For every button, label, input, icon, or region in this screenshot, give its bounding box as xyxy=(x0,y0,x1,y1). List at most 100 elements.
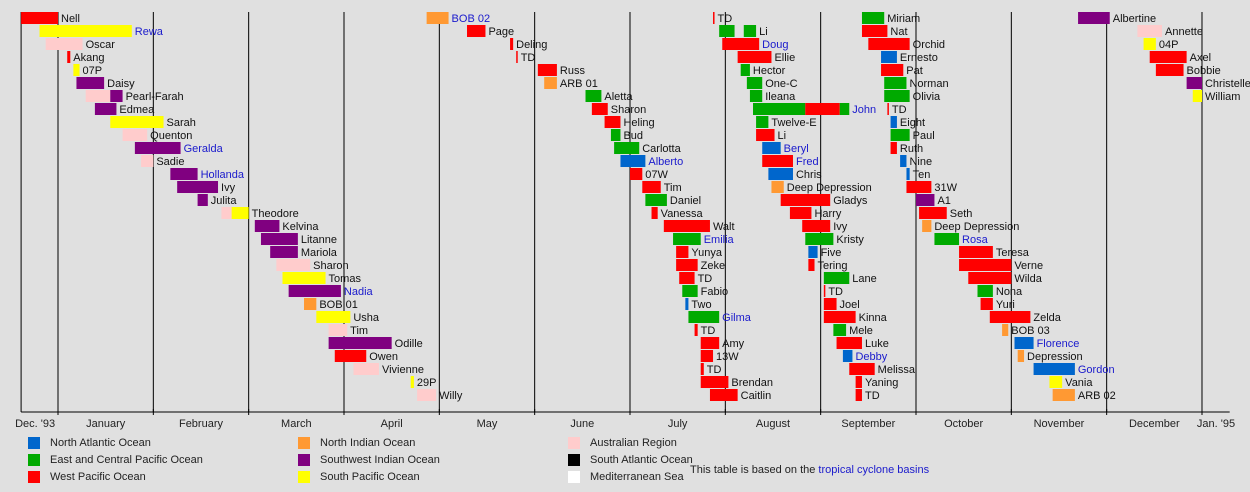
storm-bar xyxy=(663,220,710,232)
storm-bar xyxy=(746,77,763,89)
storm-label: One-C xyxy=(765,78,797,90)
storm-label[interactable]: Nadia xyxy=(344,286,374,298)
storm-bar xyxy=(823,298,837,310)
storm-bar xyxy=(141,155,154,167)
storm-label[interactable]: Rosa xyxy=(962,234,989,246)
storm-label: TD xyxy=(865,390,880,402)
storm-label[interactable]: Hollanda xyxy=(201,169,245,181)
storm-bar xyxy=(808,259,815,271)
legend-swatch xyxy=(28,471,40,483)
storm-label: Paul xyxy=(913,130,935,142)
storm-bar xyxy=(410,376,414,388)
storm-label[interactable]: Florence xyxy=(1037,338,1080,350)
storm-bar xyxy=(1192,90,1202,102)
storm-label: Tering xyxy=(818,260,848,272)
storm-label: Page xyxy=(488,26,514,38)
legend-label: South Atlantic Ocean xyxy=(590,454,693,466)
storm-bar xyxy=(39,25,132,37)
storm-label: 13W xyxy=(716,351,739,363)
storm-label: Sharon xyxy=(313,260,348,272)
storm-bar xyxy=(694,324,698,336)
basins-link[interactable]: tropical cyclone basins xyxy=(818,464,930,476)
storm-label: Albertine xyxy=(1113,13,1156,25)
storm-bar xyxy=(900,155,907,167)
storm-bar xyxy=(959,259,1012,271)
storm-bar xyxy=(805,233,834,245)
storm-bar xyxy=(771,181,784,193)
storm-label[interactable]: Rewa xyxy=(135,26,164,38)
legend-east-central-pacific: East and Central Pacific Ocean xyxy=(28,453,203,467)
storm-bar xyxy=(1137,25,1163,37)
storm-bar xyxy=(1033,363,1075,375)
storm-label[interactable]: Beryl xyxy=(784,143,809,155)
storm-label: Sharon xyxy=(611,104,646,116)
storm-bar xyxy=(700,337,720,349)
x-tick-label: January xyxy=(86,418,126,430)
legend-label: East and Central Pacific Ocean xyxy=(50,454,203,466)
storm-bar xyxy=(1052,389,1075,401)
storm-label: Mele xyxy=(849,325,873,337)
storm-label: TD xyxy=(892,104,907,116)
legend-swatch xyxy=(298,471,310,483)
storm-bar xyxy=(1143,38,1156,50)
legend-australian: Australian Region xyxy=(568,436,677,450)
storm-label: Deep Depression xyxy=(934,221,1019,233)
legend-south-pacific: South Pacific Ocean xyxy=(298,470,420,484)
legend-mediterranean: Mediterranean Sea xyxy=(568,470,684,484)
storm-label: Ruth xyxy=(900,143,923,155)
storm-label: Nona xyxy=(996,286,1023,298)
storm-label: Ivy xyxy=(221,182,236,194)
storm-bar xyxy=(823,285,826,297)
storm-bar xyxy=(276,259,311,271)
storm-bar xyxy=(762,142,781,154)
storm-label[interactable]: Fred xyxy=(796,156,819,168)
x-tick-label: March xyxy=(281,418,312,430)
storm-label[interactable]: Emilia xyxy=(704,234,735,246)
storm-label: Zeke xyxy=(701,260,725,272)
storm-bar xyxy=(1002,324,1009,336)
storm-bar xyxy=(1155,64,1184,76)
legend-label: Southwest Indian Ocean xyxy=(320,454,440,466)
storm-label[interactable]: Geralda xyxy=(184,143,224,155)
time-axis: Dec. '93 January February March April May June… xyxy=(15,409,1235,430)
storm-bar xyxy=(642,181,661,193)
storm-bar xyxy=(868,38,910,50)
storm-bar xyxy=(842,350,853,362)
x-tick-label: August xyxy=(756,418,790,430)
storm-bar xyxy=(749,90,763,102)
storm-label[interactable]: Doug xyxy=(762,39,788,51)
storm-bar xyxy=(768,168,793,180)
storm-bar xyxy=(134,142,181,154)
storm-label[interactable]: John xyxy=(852,104,876,116)
storm-label: Two xyxy=(691,299,711,311)
storm-bar xyxy=(980,298,993,310)
storm-bar xyxy=(353,363,379,375)
storm-label[interactable]: Gordon xyxy=(1078,364,1115,376)
storm-label: Edmea xyxy=(119,104,155,116)
storm-label: Annette xyxy=(1165,26,1203,38)
storm-label[interactable]: BOB 02 xyxy=(452,13,491,25)
storm-bar xyxy=(110,116,164,128)
storm-label: BOB 01 xyxy=(319,299,358,311)
storm-bar xyxy=(417,389,437,401)
storm-label: Orchid xyxy=(913,39,945,51)
storm-bar xyxy=(808,246,818,258)
storm-bar xyxy=(906,181,932,193)
storm-label: Kelvina xyxy=(282,221,319,233)
storm-label: Vivienne xyxy=(382,364,424,376)
storm-bar xyxy=(740,64,750,76)
storm-bar xyxy=(855,376,862,388)
storm-bar xyxy=(676,246,689,258)
storm-label[interactable]: Gilma xyxy=(722,312,752,324)
x-tick-label: June xyxy=(570,418,594,430)
storm-label: Yuri xyxy=(996,299,1015,311)
storm-bar xyxy=(919,207,947,219)
storm-label: TD xyxy=(521,52,536,64)
storm-bar xyxy=(604,116,621,128)
storm-label: Nat xyxy=(890,26,907,38)
storm-label[interactable]: Debby xyxy=(855,351,887,363)
storm-label[interactable]: Alberto xyxy=(648,156,683,168)
storm-label: Odille xyxy=(395,338,423,350)
storm-label: Li xyxy=(778,130,787,142)
